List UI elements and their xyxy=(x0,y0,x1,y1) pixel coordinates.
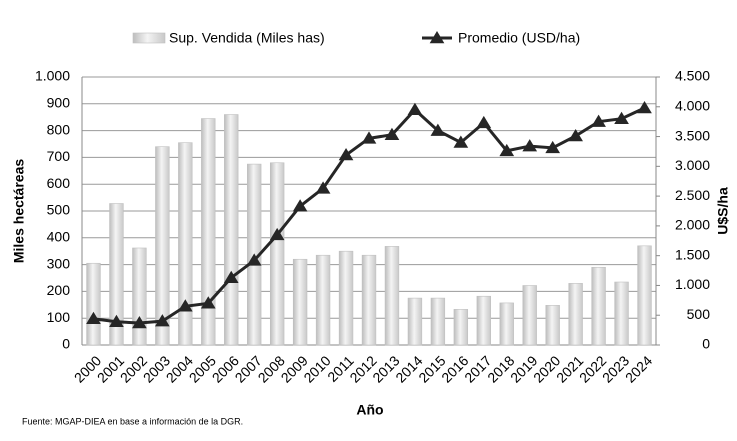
bar xyxy=(453,309,469,346)
bar xyxy=(292,258,308,346)
x-axis-title: Año xyxy=(356,402,383,418)
legend-swatch xyxy=(132,32,166,44)
line-marker xyxy=(568,128,583,142)
line-marker xyxy=(545,140,561,154)
bar xyxy=(132,247,147,346)
source-note: Fuente: MGAP-DIEA en base a información … xyxy=(22,416,243,426)
bar xyxy=(201,118,216,346)
x-tick-label: 2024 xyxy=(622,352,655,385)
bar xyxy=(568,283,583,346)
y-tick-label: 600 xyxy=(47,175,71,191)
line-marker xyxy=(292,199,308,212)
legend-label: Sup. Vendida (Miles has) xyxy=(169,30,325,46)
line-marker xyxy=(407,102,423,116)
y2-tick-label: 4.500 xyxy=(675,68,710,84)
line-marker xyxy=(453,135,469,148)
legend-marker xyxy=(429,31,445,44)
bar xyxy=(361,254,377,346)
y2-tick-label: 3.500 xyxy=(675,127,710,143)
bar xyxy=(109,203,124,346)
y-tick-label: 0 xyxy=(62,336,70,352)
line-marker xyxy=(315,181,331,194)
line-marker xyxy=(246,253,262,266)
bar xyxy=(86,262,101,346)
line-marker xyxy=(637,100,652,114)
bar xyxy=(224,114,239,346)
y-tick-label: 400 xyxy=(47,229,71,245)
line-marker xyxy=(132,315,147,329)
line-marker xyxy=(384,127,400,141)
y2-tick-label: 1.500 xyxy=(675,246,710,262)
y2-tick-label: 4.000 xyxy=(675,97,710,113)
line-marker xyxy=(177,299,193,312)
y-tick-label: 900 xyxy=(47,95,71,111)
y-tick-label: 300 xyxy=(47,255,71,271)
line-marker xyxy=(155,314,170,327)
bar xyxy=(614,281,629,346)
y2-tick-label: 2.500 xyxy=(675,187,710,203)
bar xyxy=(155,146,170,346)
y2-tick-label: 2.000 xyxy=(675,217,710,233)
line-marker xyxy=(86,311,101,325)
y-axis-title: Miles hectáreas xyxy=(11,159,27,263)
line-marker xyxy=(338,148,354,161)
bar xyxy=(637,245,652,346)
legend-label: Promedio (USD/ha) xyxy=(458,30,580,46)
line-marker xyxy=(476,115,492,129)
bar xyxy=(522,285,537,346)
y-tick-label: 800 xyxy=(47,121,71,137)
bar xyxy=(384,246,400,346)
line-marker xyxy=(614,111,629,124)
y-tick-label: 1.000 xyxy=(35,68,70,84)
bar xyxy=(178,142,193,346)
line-marker xyxy=(109,314,124,328)
line-marker xyxy=(591,114,606,127)
y-tick-label: 700 xyxy=(47,148,71,164)
y-tick-label: 500 xyxy=(47,202,71,218)
y-tick-label: 200 xyxy=(47,282,71,298)
line-marker xyxy=(200,296,216,309)
bar xyxy=(591,266,606,346)
bar xyxy=(315,254,331,346)
bar xyxy=(338,250,354,346)
bar xyxy=(499,302,514,346)
bar xyxy=(407,297,423,346)
line-marker xyxy=(499,143,515,157)
bar xyxy=(430,297,446,346)
line-marker xyxy=(522,139,538,152)
y2-axis-title: U$S/ha xyxy=(715,187,731,235)
bar xyxy=(269,162,285,346)
y-tick-label: 100 xyxy=(47,309,71,325)
y2-tick-label: 0 xyxy=(702,336,710,352)
bar xyxy=(476,295,491,346)
y2-tick-label: 1.000 xyxy=(675,276,710,292)
y2-tick-label: 500 xyxy=(687,306,711,322)
line-marker xyxy=(223,270,239,283)
y2-tick-label: 3.000 xyxy=(675,157,710,173)
line-marker xyxy=(269,227,285,241)
line-marker xyxy=(430,123,446,136)
line-marker xyxy=(361,131,377,144)
bar xyxy=(545,305,560,346)
